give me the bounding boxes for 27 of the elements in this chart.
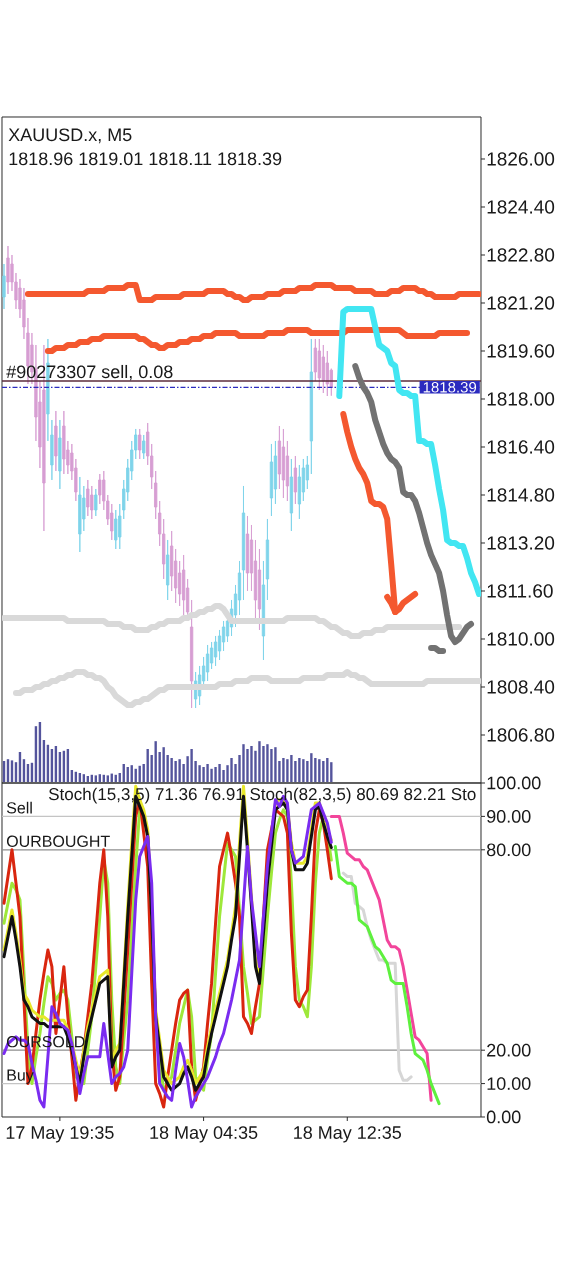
x-tick-label: 18 May 04:35	[150, 1126, 258, 1143]
ref-line-label: Sell	[6, 801, 32, 814]
y-tick-label: 80.00	[486, 843, 531, 857]
text: XAUUSD.x, M5	[8, 128, 132, 144]
y-tick-label: 10.00	[487, 1077, 531, 1090]
y-tick-label: 100.00	[487, 776, 541, 790]
y-tick-label: 1810.00	[487, 632, 555, 646]
y-tick-label: 1808.40	[487, 680, 555, 694]
x-tick-label: 17 May 19:35	[6, 1126, 114, 1143]
y-tick-label: 1816.40	[487, 440, 555, 454]
ref-line-label: OURBOUGHT	[6, 835, 110, 847]
y-tick-label: 0.00	[486, 1110, 521, 1124]
y-tick-label: 1818.00	[487, 392, 555, 406]
y-tick-label: 20.00	[487, 1043, 531, 1057]
y-tick-label: 1821.20	[487, 296, 555, 310]
y-tick-label: 90.00	[487, 810, 531, 823]
x-tick-label: 18 May 12:35	[294, 1126, 402, 1143]
y-tick-label: 1819.60	[487, 344, 555, 358]
y-tick-label: 1822.80	[487, 248, 555, 262]
y-tick-label: 1826.00	[487, 152, 555, 166]
y-tick-label: 1811.60	[487, 584, 553, 598]
y-tick-label: 1813.20	[487, 536, 555, 550]
y-tick-label: 1806.80	[487, 728, 555, 742]
y-tick-label: 1824.40	[487, 200, 555, 214]
text: 1818.96 1819.01 1818.11 1818.39	[9, 152, 282, 166]
ref-line-label: 1818.39	[423, 381, 477, 393]
y-tick-label: 1814.80	[487, 488, 555, 502]
